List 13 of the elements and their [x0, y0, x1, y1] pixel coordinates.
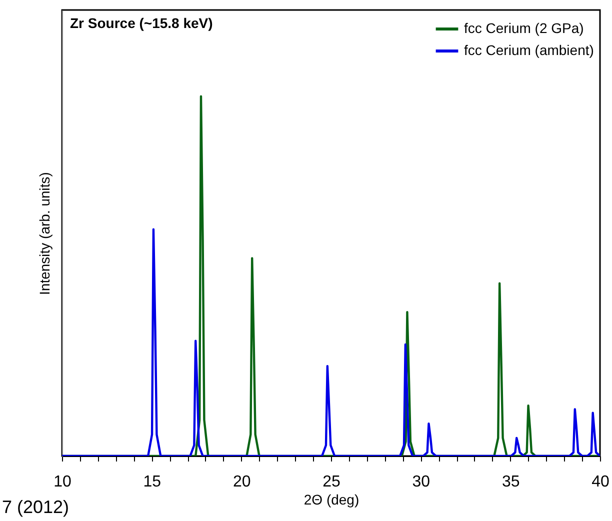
y-axis-title: Intensity (arb. units): [36, 172, 52, 295]
text: 7 (2012): [2, 497, 70, 517]
x-tick-label: 30: [412, 474, 430, 490]
x-tick-label: 10: [54, 474, 72, 490]
x-tick-label: 25: [322, 474, 340, 490]
legend-label: fcc Cerium (ambient): [464, 42, 594, 58]
x-tick-label: 20: [232, 474, 251, 490]
x-tick-label: 35: [502, 474, 520, 490]
x-axis-title: 2Θ (deg): [304, 492, 360, 508]
x-tick-label: 15: [143, 474, 162, 490]
text: Zr Source (~15.8 keV): [70, 15, 213, 31]
legend-label: fcc Cerium (2 GPa): [464, 20, 584, 36]
x-tick-label: 40: [592, 474, 610, 490]
